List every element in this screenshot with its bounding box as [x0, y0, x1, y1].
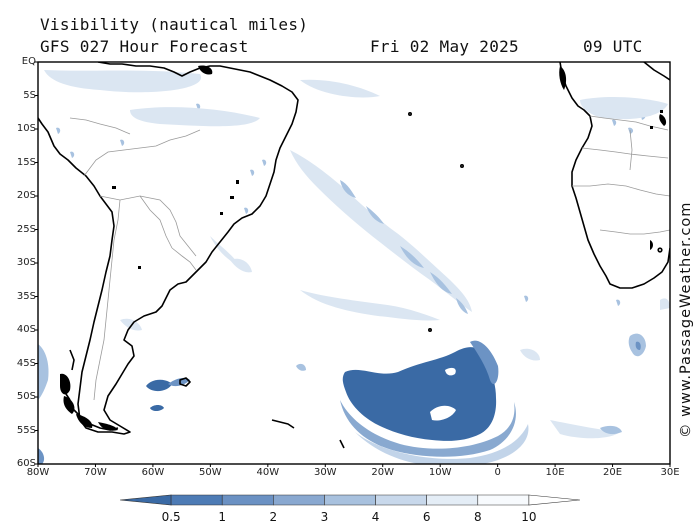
africa-coast: [559, 62, 670, 289]
longitude-label: 20E: [603, 467, 623, 478]
colorbar-label: 8: [473, 510, 482, 524]
colorbar-label: 2: [269, 510, 278, 524]
longitude-label: 70W: [84, 467, 107, 478]
longitude-label: 30E: [660, 467, 680, 478]
longitude-label: 20W: [371, 467, 395, 478]
latitude-label: 30S: [16, 257, 36, 268]
latitude-label: 60S: [16, 458, 36, 469]
latitude-label: 5S: [23, 89, 36, 101]
fog-patch: [146, 379, 172, 392]
colorbar-segment: [477, 494, 530, 506]
forecast-label: GFS 027 Hour Forecast: [40, 37, 249, 56]
forecast-date: Fri 02 May 2025: [370, 37, 519, 56]
longitude-label: 60W: [141, 467, 165, 478]
latitude-label: EQ: [21, 56, 36, 67]
colorbar-label: 3: [320, 510, 329, 524]
latitude-label: 35S: [16, 290, 36, 302]
longitude-label: 80W: [26, 467, 50, 478]
colorbar-segment: [528, 494, 581, 506]
latitude-label: 10S: [16, 123, 36, 134]
longitude-label: 10E: [545, 467, 565, 478]
islands: [60, 65, 667, 431]
visibility-colorbar: [119, 494, 581, 506]
colorbar-segment: [170, 494, 223, 506]
south-america-coast: [38, 62, 299, 435]
colorbar-label: 10: [521, 510, 537, 524]
forecast-time: 09 UTC: [583, 37, 643, 56]
colorbar-label: 4: [371, 510, 380, 524]
longitude-label: 10W: [428, 467, 452, 478]
longitude-label: 30W: [313, 467, 337, 478]
colorbar-label: 1: [218, 510, 227, 524]
credit-watermark: © www.PassageWeather.com: [678, 201, 694, 438]
colorbar-segment: [426, 494, 479, 506]
latitude-label: 25S: [16, 223, 36, 235]
colorbar-segment: [273, 494, 325, 506]
latitude-label: 15S: [16, 156, 36, 168]
longitude-label: 0: [494, 467, 501, 478]
colorbar-label: 6: [422, 510, 431, 524]
longitude-label: 50W: [199, 467, 222, 478]
visibility-fog-areas: [38, 70, 670, 464]
colorbar-segment: [221, 494, 274, 506]
colorbar-segment: [375, 494, 427, 506]
longitude-label: 40W: [256, 467, 280, 478]
colorbar-label: 0.5: [161, 510, 181, 524]
latitude-label: 55S: [16, 424, 36, 436]
fog-dense-area: [342, 347, 497, 441]
chart-title: Visibility (nautical miles): [40, 15, 309, 34]
latitude-label: 40S: [16, 324, 36, 335]
latitude-label: 20S: [16, 190, 36, 201]
colorbar-segment: [324, 494, 376, 506]
colorbar-segment: [119, 494, 172, 506]
latitude-label: 50S: [16, 391, 36, 402]
latitude-label: 45S: [16, 357, 36, 369]
